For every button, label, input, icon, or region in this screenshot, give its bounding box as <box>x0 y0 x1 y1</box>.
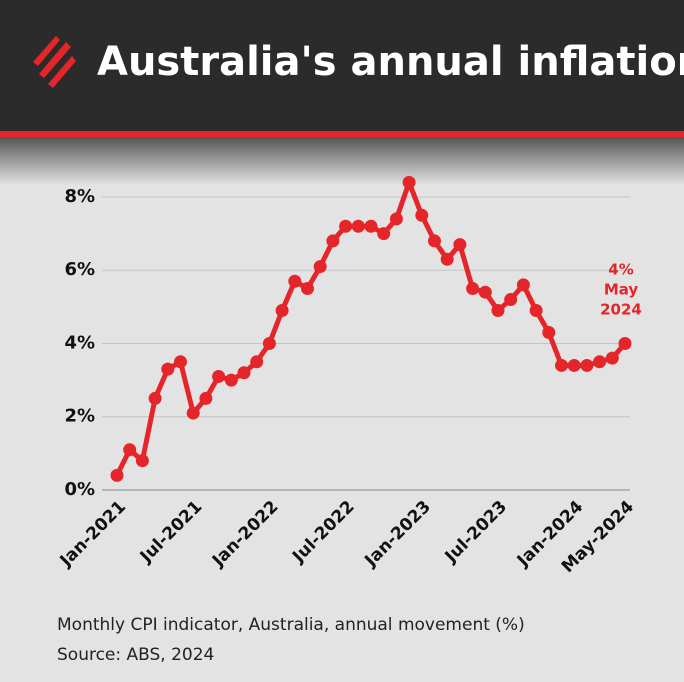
point <box>313 260 327 274</box>
point <box>199 391 213 405</box>
point <box>529 304 543 318</box>
point <box>440 252 454 266</box>
point <box>161 362 175 376</box>
caption: Monthly CPI indicator, Australia, annual… <box>57 615 525 635</box>
point <box>110 468 124 482</box>
source: Source: ABS, 2024 <box>57 645 214 665</box>
header <box>0 0 684 131</box>
point <box>148 391 162 405</box>
point <box>415 208 429 222</box>
point <box>504 293 518 307</box>
point <box>326 234 340 248</box>
point <box>618 336 632 350</box>
chart-title: Australia's annual inflation <box>97 39 684 85</box>
point <box>593 355 607 369</box>
point <box>605 351 619 365</box>
y-tick-label: 0% <box>64 479 95 500</box>
point <box>567 358 581 372</box>
point <box>580 358 594 372</box>
point <box>377 227 391 241</box>
annotation: 4% <box>608 261 633 279</box>
y-tick-label: 4% <box>64 332 95 353</box>
point <box>186 406 200 420</box>
point <box>262 336 276 350</box>
point <box>555 358 568 372</box>
point <box>339 219 353 233</box>
point <box>542 326 556 339</box>
logo <box>33 36 76 88</box>
point <box>351 219 365 233</box>
header-shadow <box>0 137 684 185</box>
point <box>250 355 264 369</box>
point <box>237 366 251 380</box>
point <box>212 369 226 383</box>
point <box>135 454 149 468</box>
point <box>288 274 302 288</box>
point <box>275 304 289 318</box>
point <box>301 282 314 296</box>
point <box>123 443 137 457</box>
point <box>389 212 403 226</box>
point <box>466 282 480 296</box>
point <box>516 278 530 292</box>
point <box>174 355 187 369</box>
point <box>491 304 505 318</box>
y-tick-label: 8% <box>64 186 95 207</box>
annotation: 2024 <box>600 301 642 319</box>
point <box>224 373 238 387</box>
point <box>364 219 378 233</box>
point <box>428 234 441 248</box>
point <box>402 175 416 189</box>
y-tick-label: 6% <box>64 259 95 280</box>
annotation: May <box>604 281 639 299</box>
y-tick-label: 2% <box>64 406 95 427</box>
point <box>478 285 492 299</box>
header-rule <box>0 131 684 137</box>
point <box>453 238 467 252</box>
